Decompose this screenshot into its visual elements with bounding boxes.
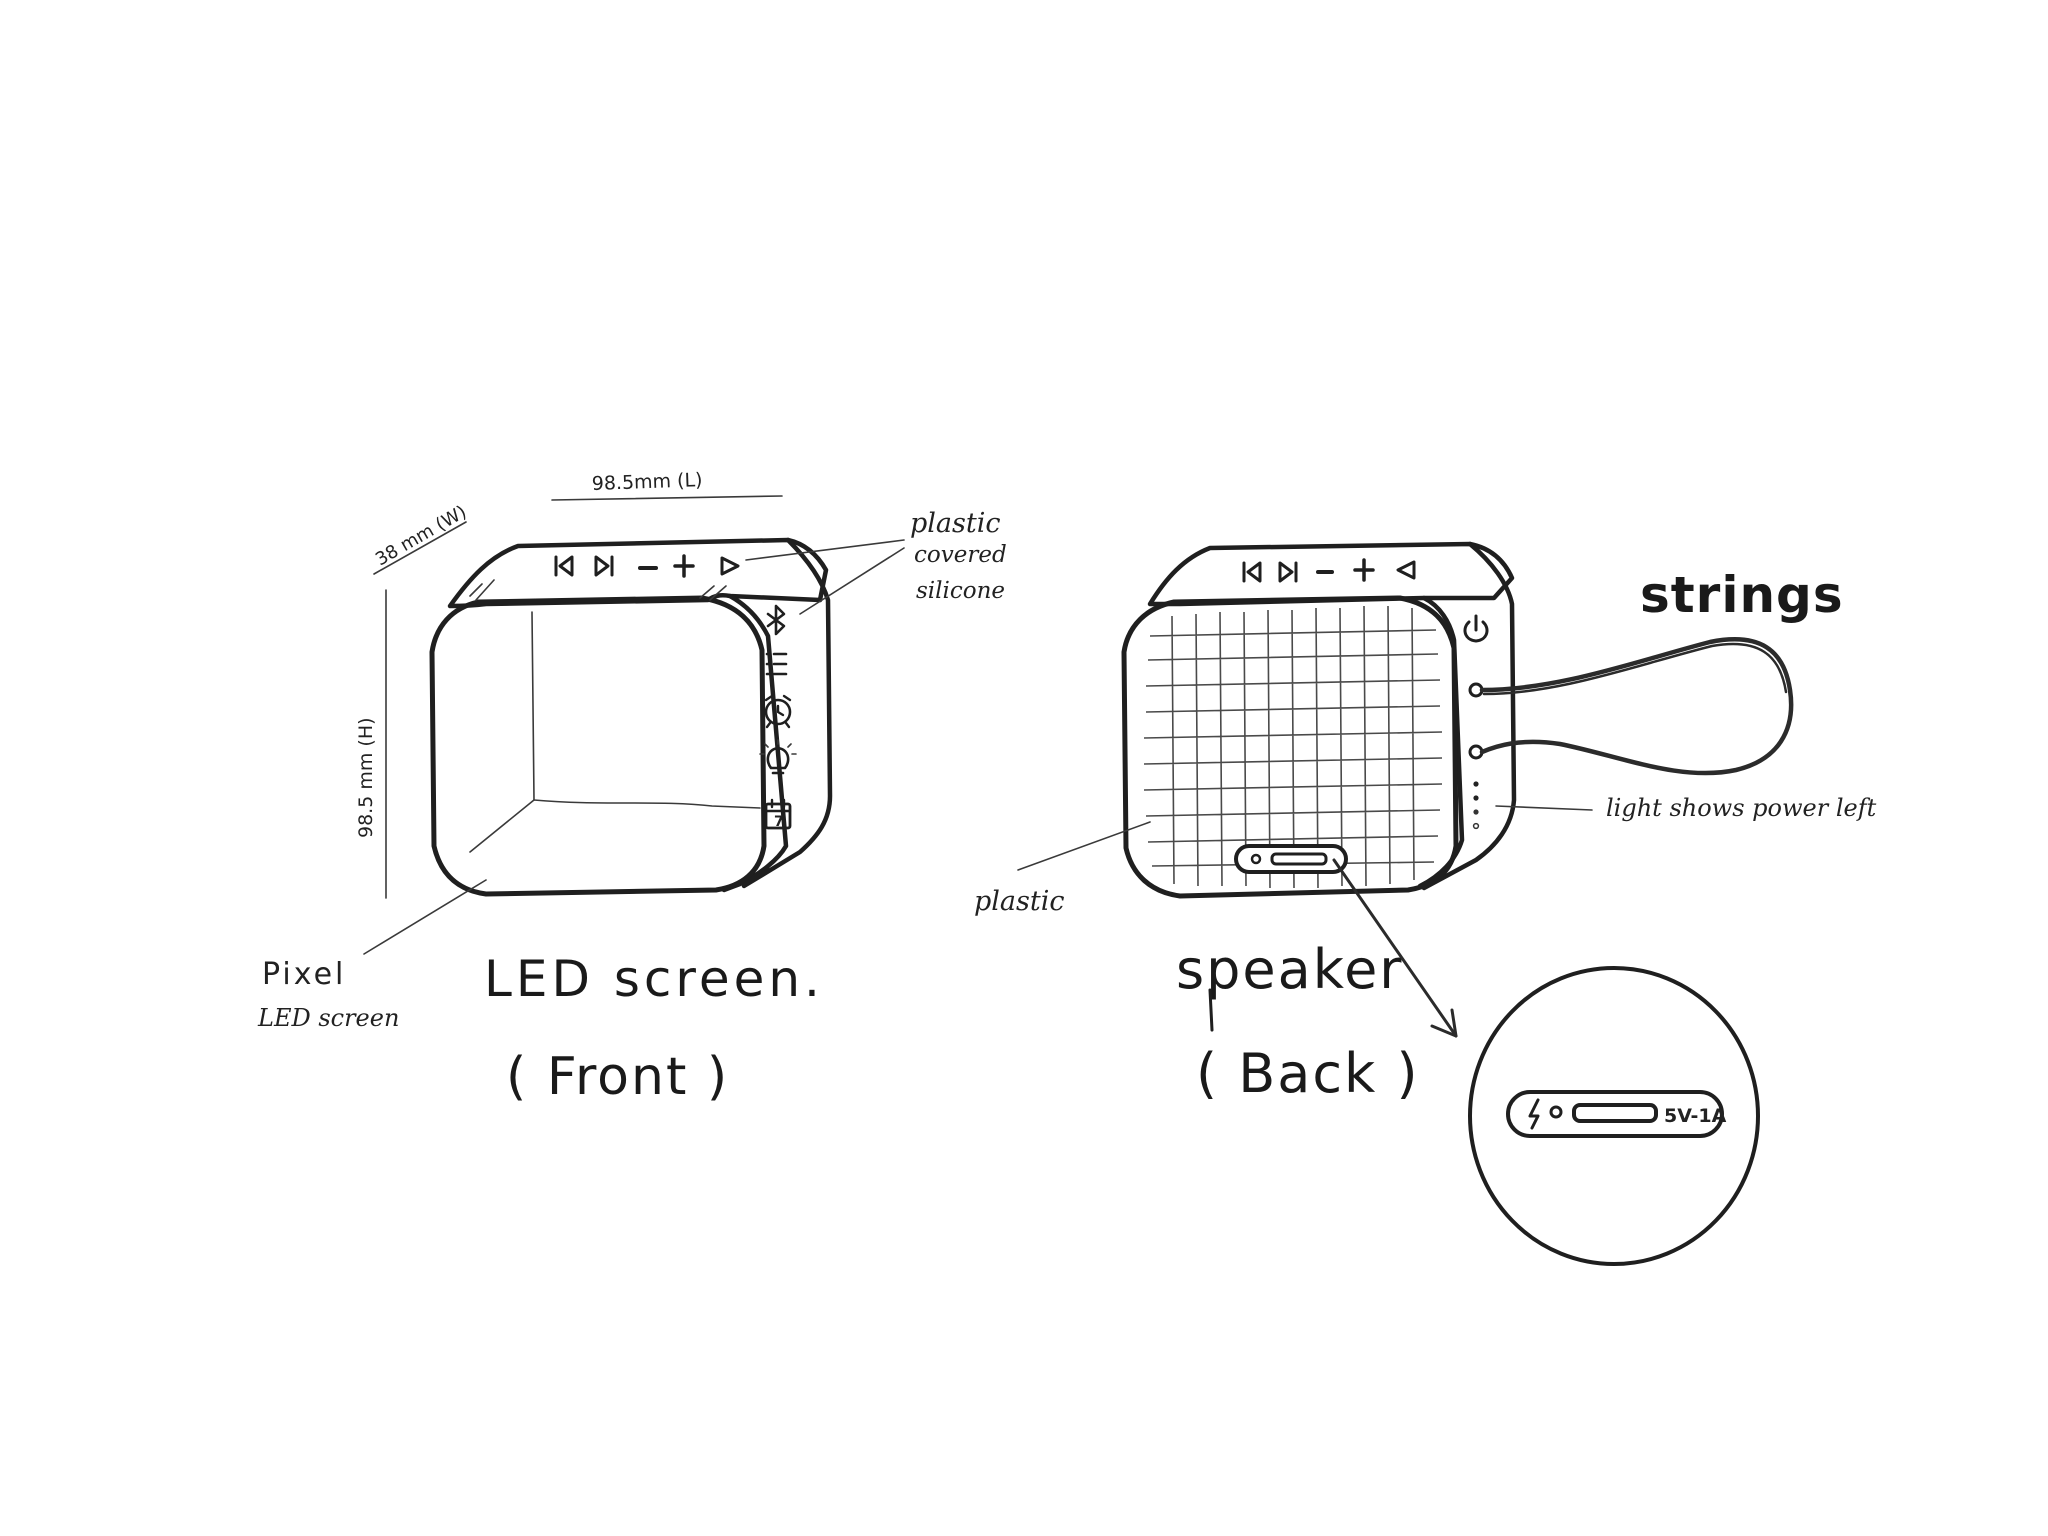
material-label-line2: covered	[914, 542, 1007, 568]
menu-icon	[765, 652, 788, 676]
strings-label: strings	[1640, 566, 1844, 624]
front-speaker-view: 98.5mm (L) 38 mm (W) 98.5 mm (H)	[257, 469, 1007, 1107]
back-caption-title: speaker	[1176, 938, 1404, 1001]
light-bulb-icon	[759, 739, 797, 775]
material-label-line1: plastic	[910, 508, 1000, 539]
back-speaker-view: strings light shows power left plastic s…	[974, 541, 1877, 1105]
volume-up-icon	[1353, 558, 1375, 582]
pixel-label-line2: LED screen	[257, 1004, 399, 1032]
alarm-clock-icon	[764, 694, 792, 729]
front-speaker-body	[429, 537, 833, 897]
usb-port-icon	[1572, 1103, 1658, 1123]
dimension-height-label: 98.5 mm (H)	[355, 717, 377, 838]
material-annotation: plastic covered silicone	[745, 508, 1007, 615]
lightning-icon	[1528, 1098, 1540, 1130]
dimension-width-label: 38 mm (W)	[372, 502, 470, 571]
front-caption-title: LED screen.	[484, 950, 824, 1008]
port-spec-label: 5V-1A	[1664, 1105, 1727, 1127]
back-material-label: plastic	[974, 886, 1064, 917]
detail-arrow	[1332, 858, 1458, 1038]
material-label-line3: silicone	[916, 578, 1005, 604]
led-dot-icon	[1549, 1105, 1563, 1119]
dimension-width: 38 mm (W)	[372, 502, 470, 575]
port-detail-callout: 5V-1A	[1468, 966, 1760, 1266]
back-caption-subtitle: ( Back )	[1196, 1042, 1420, 1105]
pixel-label-line1: Pixel	[262, 957, 346, 992]
pixel-screen-annotation: Pixel LED screen	[257, 879, 487, 1032]
power-icon	[1463, 614, 1489, 643]
dimension-height: 98.5 mm (H)	[355, 589, 387, 899]
front-top-buttons	[554, 554, 740, 578]
detail-port-plate	[1506, 1090, 1724, 1138]
next-track-icon	[594, 555, 614, 577]
back-speaker-body	[1121, 541, 1517, 899]
play-icon	[720, 556, 740, 576]
detail-circle	[1468, 966, 1760, 1266]
next-track-icon	[1278, 561, 1298, 583]
front-caption-subtitle: ( Front )	[506, 1047, 729, 1107]
back-top-buttons	[1242, 558, 1416, 583]
prev-track-icon	[1242, 561, 1262, 583]
power-indicator-lights	[1472, 781, 1480, 830]
power-light-label: light shows power left	[1606, 794, 1877, 822]
dimension-length: 98.5mm (L)	[551, 469, 783, 501]
back-side-controls	[1463, 614, 1489, 830]
volume-up-icon	[673, 554, 695, 578]
front-side-buttons: 7	[759, 604, 797, 830]
strings-loop	[1479, 637, 1794, 776]
calendar-icon: 7	[764, 798, 792, 830]
dimension-length-label: 98.5mm (L)	[591, 469, 702, 495]
bluetooth-icon	[766, 604, 786, 636]
calendar-digit: 7	[774, 814, 784, 830]
prev-track-icon	[554, 555, 574, 577]
back-usb-port	[1234, 844, 1348, 874]
play-icon	[1396, 560, 1416, 580]
